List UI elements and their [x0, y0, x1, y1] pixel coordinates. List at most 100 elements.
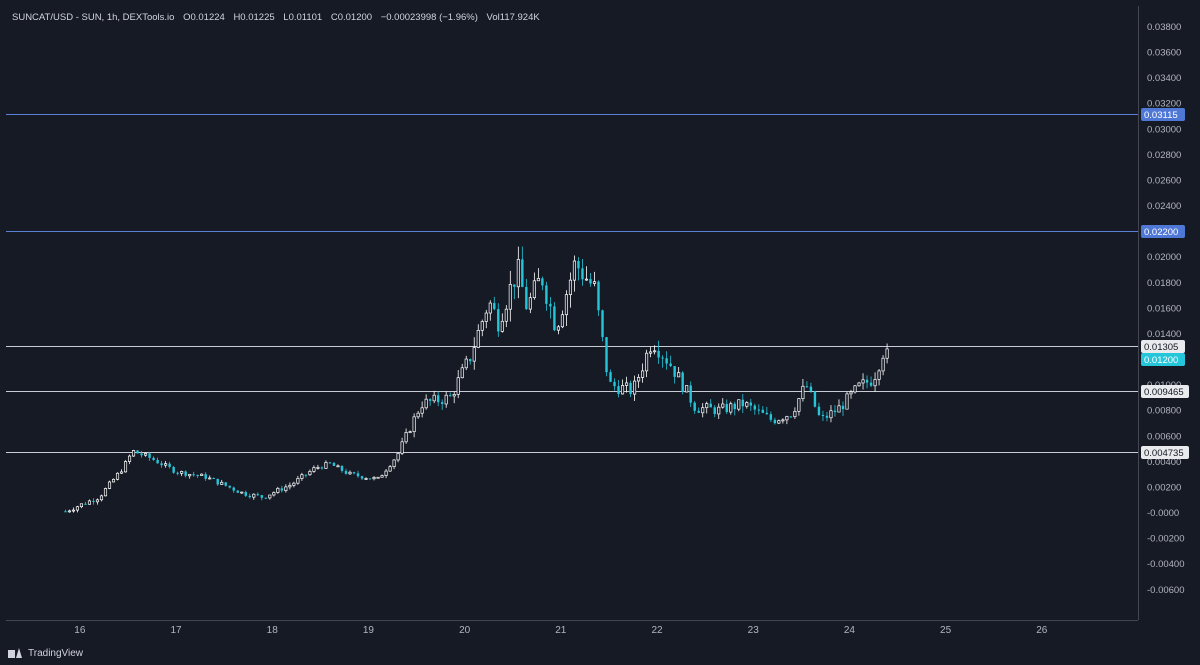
- candle-body-up: [729, 403, 733, 413]
- candle-body-up: [188, 473, 192, 477]
- candle-body-up: [849, 391, 853, 395]
- tradingview-logo-icon: [8, 648, 22, 658]
- change-value: −0.00023998 (−1.96%): [380, 12, 478, 23]
- level-price-tag-label: 0.01305: [1144, 342, 1178, 353]
- candle-body-up: [745, 402, 749, 407]
- price-tick-label: 0.02400: [1147, 201, 1181, 212]
- candle-body-up: [721, 403, 725, 408]
- candle-body-up: [71, 509, 75, 512]
- candle-body-up: [637, 377, 641, 382]
- candle-body-down: [553, 306, 556, 331]
- candle-body-down: [869, 382, 873, 386]
- candle-body-down: [601, 310, 604, 338]
- brand-label: TradingView: [28, 647, 84, 659]
- candle-body-up: [107, 481, 112, 489]
- candle-body-up: [717, 406, 721, 415]
- horizontal-price-lines[interactable]: [6, 114, 1138, 453]
- candle-body-down: [841, 405, 845, 410]
- candle-body-up: [144, 453, 148, 456]
- candle-body-down: [360, 476, 364, 479]
- candle-body-up: [292, 482, 296, 486]
- candle-body-up: [127, 455, 132, 462]
- candle-body-down: [140, 453, 143, 456]
- candle-body-down: [244, 492, 247, 496]
- candle-body-down: [821, 414, 825, 416]
- candle-body-up: [793, 410, 797, 418]
- candle-body-up: [460, 367, 464, 379]
- level-price-tag: [1141, 108, 1185, 121]
- candle-body-down: [605, 337, 608, 373]
- candle-series: [64, 246, 889, 513]
- candle-body-up: [464, 358, 468, 369]
- candle-body-up: [845, 393, 849, 410]
- candle-body-up: [99, 495, 104, 501]
- candle-body-up: [536, 277, 540, 282]
- candle-body-up: [103, 488, 108, 497]
- symbol-title[interactable]: SUNCAT/USD - SUN, 1h, DEXTools.io: [12, 12, 175, 23]
- candle-body-down: [817, 406, 821, 415]
- price-axis-labels[interactable]: 0.03800 0.03600 0.03400 0.03200 0.03000 0.028…: [1147, 22, 1185, 596]
- candle-body-up: [132, 450, 136, 457]
- time-axis-labels[interactable]: 16 17 18 19 20 21 22 23 24 25 26: [74, 625, 1048, 636]
- price-tick-label: 0.02000: [1147, 252, 1181, 263]
- candle-body-up: [67, 510, 71, 513]
- candle-body-up: [885, 348, 889, 359]
- candle-body-down: [92, 500, 95, 502]
- candle-body-down: [160, 463, 163, 466]
- candle-body-down: [765, 412, 769, 415]
- candle-body-up: [452, 394, 456, 397]
- candle-body-up: [500, 320, 504, 332]
- current-price-tag-label: 0.01200: [1144, 355, 1178, 366]
- candle-body-down: [428, 399, 432, 401]
- price-tick-label: 0.01600: [1147, 303, 1181, 314]
- candle-body-down: [661, 357, 664, 359]
- candle-body-up: [276, 488, 280, 493]
- candle-body-down: [148, 453, 151, 458]
- footer-branding[interactable]: TradingView: [8, 645, 83, 661]
- candle-body-down: [344, 470, 348, 474]
- candle-body-down: [228, 485, 231, 488]
- candle-body-down: [448, 395, 452, 397]
- candle-body-up: [456, 377, 460, 395]
- candle-body-up: [701, 407, 705, 414]
- price-tick-label: -0.00200: [1147, 534, 1185, 545]
- candle-body-down: [589, 279, 592, 284]
- time-tick-label: 25: [940, 625, 952, 636]
- candle-body-up: [508, 284, 512, 310]
- candle-body-up: [180, 471, 184, 474]
- candle-body-up: [408, 431, 412, 433]
- candle-body-up: [79, 503, 83, 508]
- candle-body-up: [705, 403, 709, 409]
- price-tick-label: -0.00400: [1147, 559, 1185, 570]
- price-tick-label: 0.00200: [1147, 482, 1181, 493]
- price-tick-label: 0.03800: [1147, 22, 1181, 33]
- candle-body-down: [469, 359, 472, 362]
- candle-body-up: [777, 420, 781, 424]
- current-price-tag: [1141, 353, 1185, 366]
- candle-body-down: [196, 474, 199, 476]
- candle-body-up: [444, 394, 448, 405]
- candle-body-down: [825, 415, 829, 418]
- price-tags: 0.03115 0.02200 0.01305 0.009465 0.004735 0.0…: [1141, 108, 1189, 459]
- candle-body-up: [164, 463, 168, 466]
- candle-body-down: [176, 472, 179, 474]
- candle-body-up: [115, 472, 120, 480]
- candle-body-down: [725, 403, 728, 413]
- candle-body-down: [184, 471, 187, 476]
- candle-body-up: [649, 351, 653, 354]
- candle-body-up: [572, 260, 577, 281]
- candle-body-down: [224, 482, 227, 486]
- candle-body-down: [64, 511, 67, 513]
- candle-body-up: [416, 412, 420, 418]
- candle-body-up: [873, 379, 877, 387]
- candle-body-down: [673, 366, 676, 377]
- candle-body-up: [556, 326, 560, 331]
- candle-body-up: [284, 486, 288, 491]
- candle-body-up: [208, 477, 212, 480]
- price-tick-label: 0.03400: [1147, 73, 1181, 84]
- candle-body-down: [340, 465, 344, 471]
- candle-body-up: [645, 352, 649, 372]
- candle-body-down: [304, 474, 308, 476]
- price-tick-label: 0.00600: [1147, 431, 1181, 442]
